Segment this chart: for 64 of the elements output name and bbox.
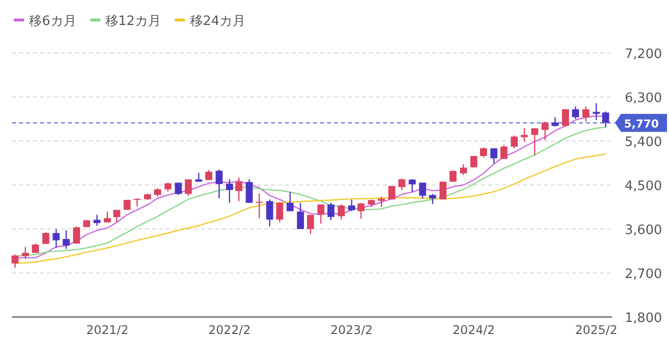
candlestick xyxy=(134,198,141,208)
candlestick xyxy=(184,178,192,196)
candlestick xyxy=(93,214,100,226)
candlestick xyxy=(286,191,294,212)
candlestick xyxy=(235,177,242,202)
candlestick xyxy=(358,202,365,220)
candlestick xyxy=(226,178,234,204)
candlestick xyxy=(592,102,600,120)
y-tick-label: 7,200 xyxy=(624,47,662,62)
candlestick xyxy=(276,202,284,223)
candlestick xyxy=(104,210,111,223)
candlestick xyxy=(22,246,29,260)
legend-label: 移6カ月 xyxy=(29,14,76,29)
candlestick xyxy=(582,106,590,122)
candlestick xyxy=(62,230,70,250)
candlestick xyxy=(408,178,416,193)
candlestick xyxy=(42,232,50,245)
x-tick-label: 2021/2 xyxy=(86,323,128,337)
x-tick-label: 2022/2 xyxy=(208,323,251,337)
legend-label: 移12カ月 xyxy=(105,14,161,29)
y-tick-label: 4,500 xyxy=(624,179,662,194)
candlestick xyxy=(388,185,396,200)
candlestick xyxy=(572,106,580,120)
candlestick xyxy=(246,178,253,204)
candlestick xyxy=(266,198,274,227)
candlestick xyxy=(542,120,549,141)
candlestick xyxy=(510,134,518,149)
candlestick xyxy=(306,214,314,235)
candlestick xyxy=(419,182,426,199)
y-tick-label: 3,600 xyxy=(624,223,662,238)
legend-label: 移24カ月 xyxy=(190,14,246,29)
y-tick-label: 1,800 xyxy=(624,311,662,326)
candlestick xyxy=(338,204,345,220)
candlestick xyxy=(440,181,447,200)
candlestick xyxy=(429,193,436,205)
candlestick xyxy=(460,164,467,176)
candlestick xyxy=(52,228,60,248)
candlestick xyxy=(32,242,39,254)
candlestick xyxy=(500,144,508,160)
candlestick xyxy=(480,146,487,158)
candlestick xyxy=(490,148,498,164)
y-tick-label: 2,700 xyxy=(624,267,662,282)
candlestick xyxy=(296,202,304,230)
ref-line-label: 5,770 xyxy=(624,117,660,130)
candlestick xyxy=(602,110,610,128)
candlestick xyxy=(552,116,559,128)
candlestick xyxy=(531,128,538,156)
candlestick xyxy=(378,196,385,208)
y-tick-label: 5,400 xyxy=(624,135,662,150)
candlestick xyxy=(327,202,334,221)
candlestick xyxy=(317,204,324,224)
x-tick-label: 2025/2 xyxy=(575,323,618,337)
candlestick xyxy=(398,178,406,191)
candlestick xyxy=(174,182,182,196)
x-tick-label: 2024/2 xyxy=(452,323,495,337)
candlestick xyxy=(113,209,120,223)
candlestick xyxy=(12,254,19,268)
candlestick xyxy=(256,192,263,219)
y-tick-label: 6,300 xyxy=(624,91,662,106)
candlestick xyxy=(348,198,356,212)
x-tick-label: 2023/2 xyxy=(330,323,373,337)
candlestick xyxy=(562,108,569,128)
candlestick xyxy=(73,226,80,244)
candlestick xyxy=(216,168,223,199)
